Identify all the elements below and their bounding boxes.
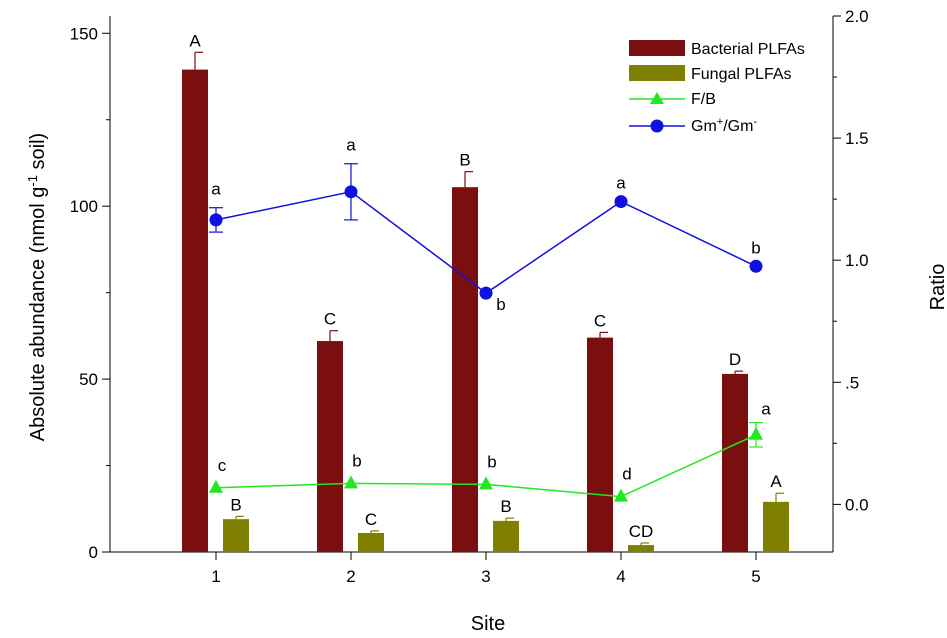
series-line-gm — [215, 191, 757, 295]
legend-swatch-fungal — [629, 65, 685, 81]
bar-bacterial — [182, 69, 208, 552]
sig-label-fb: c — [218, 456, 227, 475]
sig-label-fungal: B — [500, 497, 511, 516]
sig-label-bacterial: A — [189, 31, 201, 50]
sig-label-bacterial: C — [324, 310, 336, 329]
legend-marker-fb — [650, 92, 664, 104]
x-tick-label: 4 — [616, 567, 625, 586]
point-gm — [209, 213, 223, 227]
point-fb — [614, 488, 628, 502]
y-right-tick-label: .5 — [845, 373, 859, 392]
legend-label-bacterial: Bacterial PLFAs — [691, 41, 805, 58]
y-axis-title-right: Ratio — [927, 264, 947, 311]
x-tick-label: 1 — [211, 567, 220, 586]
point-gm — [344, 185, 358, 199]
sig-label-fb: d — [622, 465, 631, 484]
y-right-tick-label: 1.0 — [845, 251, 869, 270]
legend-marker-gm — [650, 119, 664, 133]
y-left-tick-label: 50 — [79, 370, 98, 389]
y-axis-title-left: Absolute abundance (nmol g-1 soil) — [25, 133, 50, 441]
sig-label-bacterial: C — [594, 311, 606, 330]
point-gm — [749, 259, 763, 273]
sig-label-gm: b — [751, 238, 760, 257]
point-fb — [479, 476, 493, 490]
x-tick-label: 5 — [751, 567, 760, 586]
point-gm — [614, 195, 628, 209]
sig-label-fb: a — [761, 400, 771, 419]
sig-label-fungal: C — [365, 510, 377, 529]
sig-label-fb: b — [352, 451, 361, 470]
bar-bacterial — [722, 373, 748, 552]
sig-label-gm: a — [616, 174, 626, 193]
legend-swatch-bacterial — [629, 40, 685, 56]
legend: Bacterial PLFAs Fungal PLFAs F/B Gm+/Gm- — [629, 40, 805, 135]
sig-label-gm: a — [211, 180, 221, 199]
y-right-tick-label: 0.0 — [845, 495, 869, 514]
y-right-tick-label: 2.0 — [845, 7, 869, 26]
y-left-tick-label: 0 — [89, 543, 98, 562]
legend-label-gm: Gm+/Gm- — [691, 116, 757, 135]
x-tick-label: 3 — [481, 567, 490, 586]
bar-bacterial — [317, 341, 343, 552]
bar-fungal — [763, 501, 789, 552]
sig-label-gm: b — [496, 295, 505, 314]
point-fb — [344, 475, 358, 489]
point-gm — [479, 286, 493, 300]
legend-label-fungal: Fungal PLFAs — [691, 66, 792, 83]
sig-label-fungal: CD — [629, 522, 654, 541]
bar-fungal — [358, 532, 384, 552]
bar-fungal — [493, 520, 519, 552]
x-axis-title: Site — [471, 613, 505, 635]
y-left-tick-label: 100 — [70, 197, 98, 216]
bar-bacterial — [452, 187, 478, 552]
y-right-tick-label: 1.5 — [845, 129, 869, 148]
bar-bacterial — [587, 337, 613, 552]
x-tick-label: 2 — [346, 567, 355, 586]
sig-label-bacterial: B — [459, 151, 470, 170]
sig-label-gm: a — [346, 136, 356, 155]
sig-label-fungal: B — [230, 495, 241, 514]
sig-label-bacterial: D — [729, 350, 741, 369]
point-fb — [209, 479, 223, 493]
legend-label-fb: F/B — [691, 91, 716, 108]
bar-fungal — [223, 519, 249, 552]
point-fb — [749, 426, 763, 440]
sig-label-fb: b — [487, 452, 496, 471]
y-left-tick-label: 150 — [70, 24, 98, 43]
sig-label-fungal: A — [770, 472, 782, 491]
bar-fungal — [628, 545, 654, 552]
